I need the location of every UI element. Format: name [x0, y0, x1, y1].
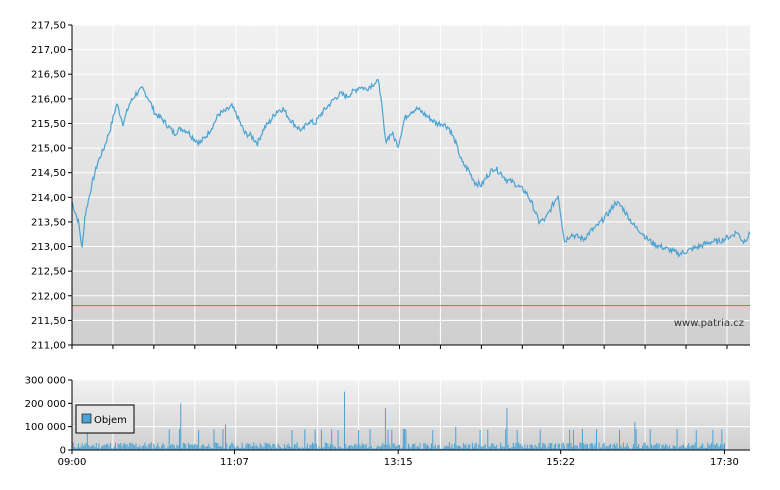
price-series-line	[71, 78, 751, 259]
legend-label: Objem	[94, 415, 127, 426]
price-ytick-label: 211,50	[31, 316, 66, 327]
price-ytick-label: 217,50	[31, 21, 66, 32]
price-ytick-label: 215,00	[31, 144, 66, 155]
price-ytick-label: 211,00	[31, 341, 66, 352]
volume-panel-bg	[72, 380, 750, 450]
volume-ytick-label: 0	[60, 446, 66, 457]
time-tick-label: 11:07	[220, 457, 249, 468]
legend-swatch	[81, 413, 92, 424]
price-ytick-label: 214,00	[31, 193, 66, 204]
time-tick-label: 09:00	[58, 457, 87, 468]
volume-ytick-label: 300 000	[25, 376, 66, 387]
watermark-text: www.patria.cz	[674, 318, 744, 329]
price-ytick-label: 216,00	[31, 94, 66, 105]
time-tick-label: 17:30	[710, 457, 739, 468]
price-ytick-label: 213,50	[31, 217, 66, 228]
time-tick-label: 13:15	[384, 457, 413, 468]
price-panel-bg	[72, 25, 750, 345]
volume-ytick-label: 100 000	[25, 422, 66, 433]
volume-ytick-label: 200 000	[25, 399, 66, 410]
price-ytick-label: 216,50	[31, 70, 66, 81]
price-ytick-label: 213,00	[31, 242, 66, 253]
time-tick-label: 15:22	[546, 457, 575, 468]
price-ytick-label: 212,00	[31, 291, 66, 302]
price-ytick-label: 215,50	[31, 119, 66, 130]
price-ytick-label: 214,50	[31, 168, 66, 179]
price-ytick-label: 212,50	[31, 267, 66, 278]
price-ytick-label: 217,00	[31, 45, 66, 56]
